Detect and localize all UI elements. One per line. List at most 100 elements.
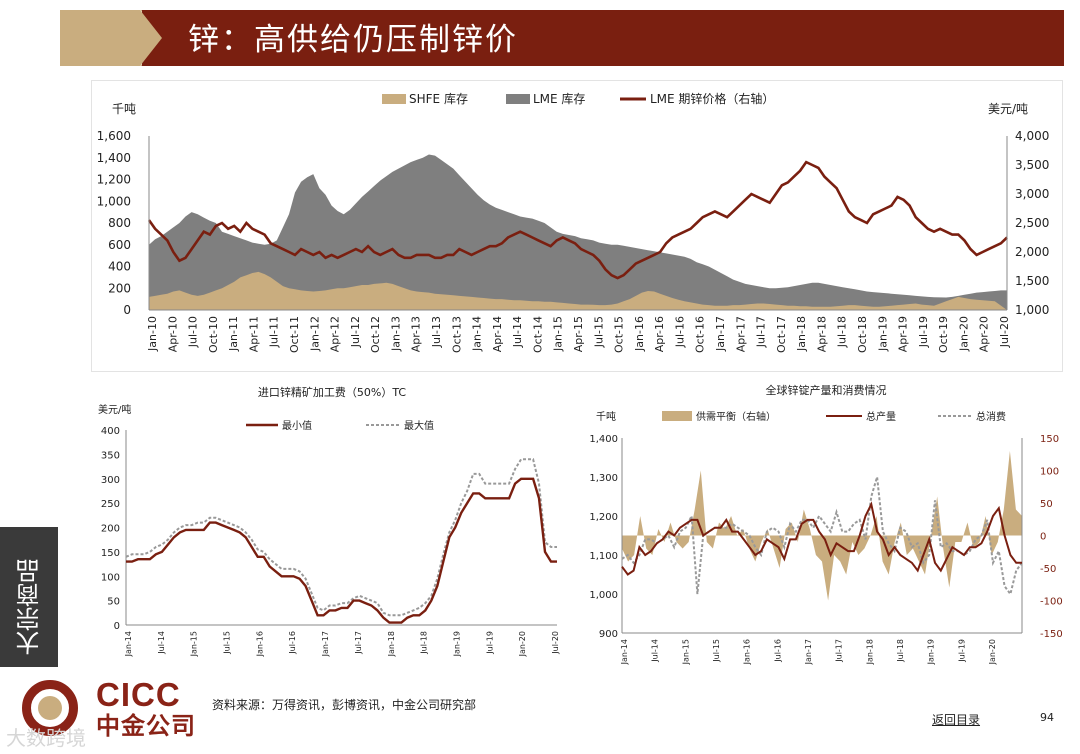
legend-label-shfe: SHFE 库存: [409, 91, 468, 106]
x-tick-label: Jul-10: [187, 316, 200, 348]
x-tick-label: Oct-17: [775, 316, 788, 353]
left-tick-label: 600: [108, 238, 131, 252]
legend-label-price: LME 期锌价格（右轴）: [650, 91, 774, 106]
right-tick-label: 2,500: [1015, 216, 1049, 230]
sd-y-tick-label: 1,100: [589, 551, 618, 562]
x-tick-label: Apr-12: [329, 316, 342, 352]
tc-x-tick-label: Jul-20: [551, 631, 560, 655]
sd-y-tick-label: 1,200: [589, 512, 618, 523]
x-tick-label: Jul-16: [673, 316, 686, 348]
x-tick-label: Apr-10: [166, 316, 179, 352]
tc-x-tick-label: Jan-17: [321, 631, 330, 657]
legend-label-lme: LME 库存: [533, 91, 585, 106]
source-note: 资料来源：万得资讯，彭博资讯，中金公司研究部: [212, 698, 477, 712]
page-title: 锌：高供给仍压制锌价: [188, 22, 518, 58]
page-number: 94: [1040, 711, 1054, 724]
sd-x-tick-label: Jul-15: [712, 639, 721, 663]
tc-x-tick-label: Jan-16: [255, 631, 264, 657]
tc-y-tick-label: 250: [101, 499, 120, 510]
sd-x-tick-label: Jan-19: [927, 639, 936, 665]
x-tick-label: Jan-13: [389, 316, 402, 352]
x-tick-label: Jul-11: [268, 316, 281, 348]
x-tick-label: Jul-13: [430, 316, 443, 348]
tc-y-tick-label: 200: [101, 524, 120, 535]
sd-legend-label-consumption: 总消费: [976, 410, 1006, 423]
sd-x-tick-label: Jul-18: [896, 639, 905, 663]
left-unit-label: 千吨: [112, 102, 136, 116]
x-tick-label: Jul-20: [998, 316, 1011, 348]
sd-y-unit: 千吨: [596, 410, 616, 423]
sd-production-line: [621, 501, 1022, 576]
sd-right-tick-label: 50: [1040, 499, 1053, 510]
header-accent-block: [60, 10, 148, 66]
x-tick-label: Oct-10: [207, 316, 220, 353]
sd-x-tick-label: Jul-19: [957, 639, 966, 663]
back-to-contents-link[interactable]: 返回目录: [932, 713, 981, 727]
left-tick-label: 400: [108, 260, 131, 274]
sd-right-tick-label: -50: [1040, 564, 1056, 575]
x-tick-label: Apr-17: [734, 316, 747, 352]
shfe-inventory-area: [149, 271, 1007, 310]
right-tick-label: 1,000: [1015, 303, 1049, 317]
x-tick-label: Oct-15: [613, 316, 626, 353]
x-tick-label: Jan-11: [227, 316, 240, 352]
tc-x-tick-label: Jul-19: [485, 631, 494, 655]
x-tick-label: Jul-12: [349, 316, 362, 348]
tc-min-line: [126, 477, 557, 624]
cicc-logo-icon: [22, 680, 78, 736]
tc-x-tick-label: Jan-14: [124, 631, 133, 657]
logo-text-en: CICC: [96, 676, 181, 713]
tc-x-tick-label: Jan-19: [452, 631, 461, 657]
supply-demand-chart-panel: 全球锌锭产量和消费情况 千吨 900 1,000 1,100 1,200 1,300 1,40…: [586, 380, 1064, 680]
tc-y-tick-label: 50: [107, 597, 120, 608]
zinc-inventory-price-chart: 0 200 400 600 800 1,000 1,200 1,400 1,600 1,000 1,…: [97, 91, 1050, 353]
x-tick-label: Jan-17: [714, 316, 727, 352]
x-tick-label: Apr-13: [410, 316, 423, 352]
tc-x-tick-label: Jul-18: [420, 631, 429, 655]
right-tick-label: 2,000: [1015, 245, 1049, 259]
tc-y-unit: 美元/吨: [98, 403, 131, 416]
tc-legend-label-min: 最小值: [282, 419, 312, 432]
sd-x-tick-label: Jan-14: [620, 639, 629, 665]
x-tick-label: Jul-18: [836, 316, 849, 348]
x-tick-label: Jul-14: [511, 316, 524, 348]
tc-x-tick-label: Jan-18: [387, 631, 396, 657]
tc-y-tick-label: 350: [101, 450, 120, 461]
legend-swatch-shfe: [382, 94, 406, 104]
sd-legend-label-balance: 供需平衡（右轴）: [696, 410, 776, 423]
sd-chart-title: 全球锌锭产量和消费情况: [766, 383, 887, 397]
sd-y-tick-label: 1,300: [589, 473, 618, 484]
x-tick-label: Apr-18: [815, 316, 828, 352]
x-tick-label: Apr-14: [491, 316, 504, 352]
tc-y-tick-label: 150: [101, 548, 120, 559]
sd-x-tick-label: Jan-18: [865, 639, 874, 665]
x-tick-label: Apr-16: [653, 316, 666, 352]
x-tick-label: Oct-11: [288, 316, 301, 353]
side-category-tab[interactable]: [0, 527, 58, 667]
x-tick-label: Jul-19: [917, 316, 930, 348]
tc-x-tick-label: Jan-15: [190, 631, 199, 657]
legend-swatch-lme: [506, 94, 530, 104]
sd-x-tick-label: Jan-20: [988, 639, 997, 665]
sd-legend-label-production: 总产量: [866, 410, 896, 423]
right-unit-label: 美元/吨: [988, 102, 1028, 116]
sd-y-tick-label: 1,000: [589, 590, 618, 601]
sd-legend-swatch-balance: [662, 411, 692, 421]
x-tick-label: Jul-17: [755, 316, 768, 348]
x-tick-label: Oct-16: [694, 316, 707, 353]
sd-right-tick-label: 100: [1040, 467, 1059, 478]
x-tick-label: Jan-20: [957, 316, 970, 352]
right-tick-label: 4,000: [1015, 129, 1049, 143]
tc-x-tick-label: Jul-17: [354, 631, 363, 655]
lme-inventory-area: [149, 154, 1007, 310]
tc-x-tick-label: Jul-14: [157, 631, 166, 655]
x-tick-label: Jan-18: [795, 316, 808, 352]
x-tick-label: Jan-12: [308, 316, 321, 352]
tc-y-tick-label: 400: [101, 426, 120, 437]
sd-balance-area: [622, 451, 1022, 601]
left-tick-label: 1,200: [97, 173, 131, 187]
lme-zinc-price-line: [147, 160, 1008, 280]
side-category-label: 大宗商品: [16, 559, 44, 655]
header-bar: [142, 10, 1064, 66]
